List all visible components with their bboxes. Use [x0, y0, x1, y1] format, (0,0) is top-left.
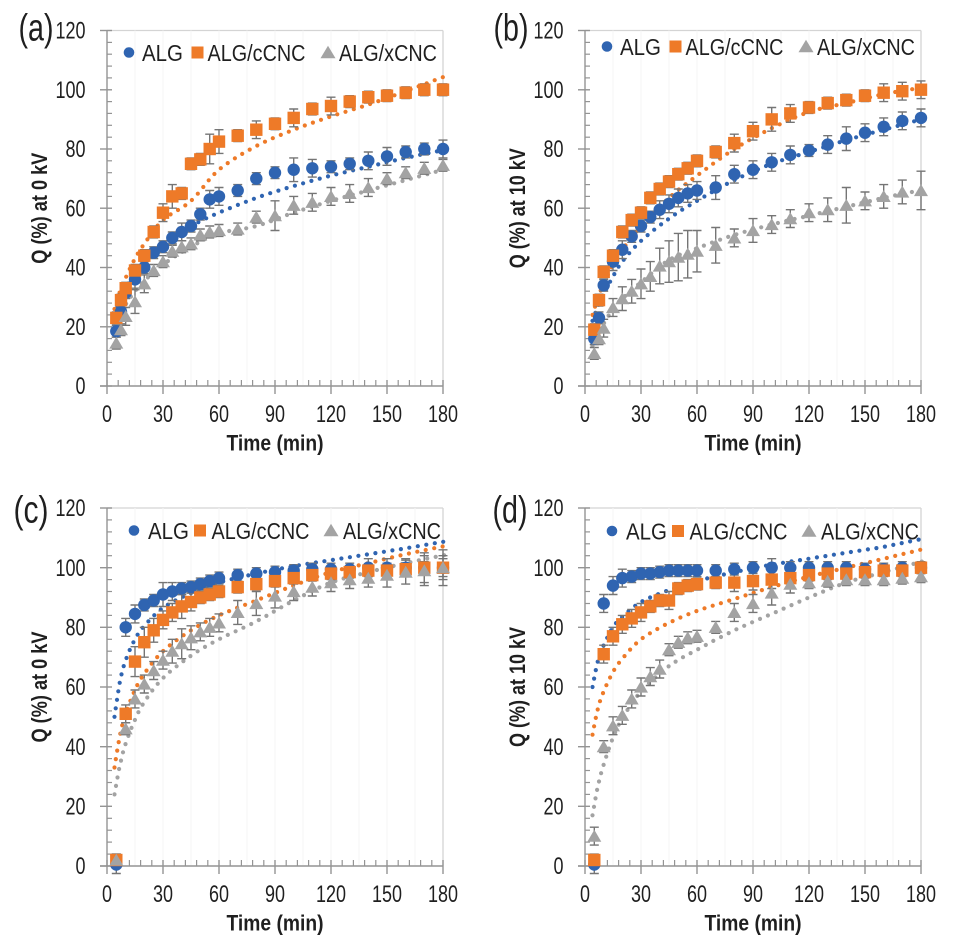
svg-text:60: 60: [687, 881, 707, 908]
svg-text:60: 60: [66, 195, 86, 222]
svg-text:100: 100: [534, 77, 564, 104]
svg-text:180: 180: [906, 881, 936, 908]
svg-text:150: 150: [850, 881, 880, 908]
svg-text:40: 40: [66, 734, 86, 761]
svg-text:120: 120: [534, 18, 564, 45]
svg-text:0: 0: [554, 373, 564, 400]
svg-text:150: 150: [850, 401, 880, 428]
svg-text:150: 150: [372, 401, 402, 428]
svg-text:80: 80: [66, 136, 86, 163]
svg-text:90: 90: [265, 401, 285, 428]
svg-text:ALG/cCNC: ALG/cCNC: [690, 519, 788, 545]
svg-text:ALG/xCNC: ALG/xCNC: [817, 34, 915, 60]
svg-text:100: 100: [534, 555, 564, 582]
svg-text:Time (min): Time (min): [705, 911, 802, 936]
svg-text:90: 90: [743, 881, 763, 908]
svg-text:120: 120: [316, 401, 346, 428]
svg-text:0: 0: [554, 853, 564, 880]
svg-text:40: 40: [544, 255, 564, 282]
svg-text:90: 90: [743, 401, 763, 428]
svg-text:100: 100: [56, 77, 86, 104]
svg-text:120: 120: [316, 881, 346, 908]
svg-text:20: 20: [544, 794, 564, 821]
svg-text:Time (min): Time (min): [705, 431, 802, 456]
svg-text:80: 80: [544, 136, 564, 163]
svg-text:120: 120: [56, 495, 86, 522]
svg-text:30: 30: [631, 401, 651, 428]
svg-text:0: 0: [580, 401, 590, 428]
svg-text:30: 30: [153, 881, 173, 908]
svg-text:180: 180: [906, 401, 936, 428]
svg-text:60: 60: [209, 401, 229, 428]
svg-text:Q (%) at 0 kV: Q (%) at 0 kV: [27, 631, 52, 742]
svg-text:ALG/cCNC: ALG/cCNC: [208, 40, 306, 66]
svg-text:20: 20: [66, 314, 86, 341]
svg-text:0: 0: [76, 853, 86, 880]
svg-text:0: 0: [76, 373, 86, 400]
svg-text:0: 0: [102, 881, 112, 908]
svg-text:(c): (c): [14, 490, 49, 532]
svg-text:(a): (a): [19, 8, 54, 50]
svg-text:(d): (d): [493, 490, 528, 532]
svg-text:ALG: ALG: [626, 519, 667, 545]
svg-text:ALG/cCNC: ALG/cCNC: [212, 518, 310, 544]
svg-text:ALG/xCNC: ALG/xCNC: [821, 519, 919, 545]
svg-text:ALG: ALG: [148, 518, 189, 544]
svg-text:0: 0: [580, 881, 590, 908]
svg-text:60: 60: [544, 195, 564, 222]
svg-text:30: 30: [153, 401, 173, 428]
svg-text:Q (%) at 10 kV: Q (%) at 10 kV: [505, 148, 530, 268]
svg-text:60: 60: [687, 401, 707, 428]
svg-text:150: 150: [372, 881, 402, 908]
svg-text:0: 0: [102, 401, 112, 428]
svg-text:ALG/xCNC: ALG/xCNC: [343, 518, 441, 544]
svg-text:ALG: ALG: [142, 40, 183, 66]
svg-text:80: 80: [66, 615, 86, 642]
svg-text:60: 60: [544, 674, 564, 701]
svg-text:60: 60: [209, 881, 229, 908]
svg-text:120: 120: [794, 401, 824, 428]
svg-text:Time (min): Time (min): [227, 911, 324, 936]
svg-text:(b): (b): [494, 8, 529, 50]
svg-text:Q (%) at 10 kV: Q (%) at 10 kV: [505, 627, 530, 747]
svg-text:180: 180: [428, 881, 458, 908]
svg-text:120: 120: [534, 495, 564, 522]
svg-text:120: 120: [56, 18, 86, 45]
svg-text:Q (%) at 0 kV: Q (%) at 0 kV: [27, 152, 52, 263]
svg-text:20: 20: [66, 794, 86, 821]
svg-text:180: 180: [428, 401, 458, 428]
svg-text:100: 100: [56, 555, 86, 582]
svg-text:80: 80: [544, 615, 564, 642]
svg-text:40: 40: [66, 255, 86, 282]
svg-text:Time (min): Time (min): [227, 431, 324, 456]
svg-text:ALG/cCNC: ALG/cCNC: [686, 34, 784, 60]
svg-text:ALG: ALG: [620, 34, 661, 60]
svg-text:60: 60: [66, 674, 86, 701]
svg-text:90: 90: [265, 881, 285, 908]
svg-text:30: 30: [631, 881, 651, 908]
svg-text:120: 120: [794, 881, 824, 908]
svg-text:ALG/xCNC: ALG/xCNC: [339, 40, 437, 66]
svg-text:40: 40: [544, 734, 564, 761]
svg-text:20: 20: [544, 314, 564, 341]
